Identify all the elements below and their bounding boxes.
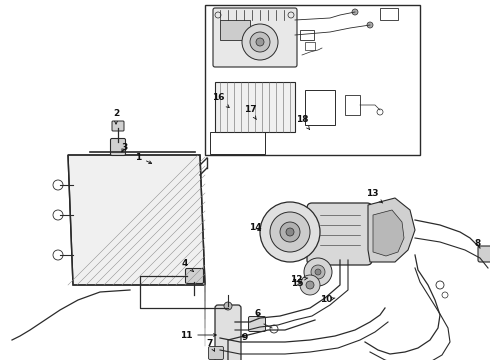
Text: 6: 6: [255, 310, 261, 319]
Text: 17: 17: [244, 105, 256, 120]
Text: 8: 8: [475, 238, 481, 248]
Text: 12: 12: [290, 275, 308, 284]
FancyBboxPatch shape: [215, 305, 241, 360]
Bar: [305, 90, 335, 125]
Circle shape: [304, 258, 332, 286]
Text: 5: 5: [0, 359, 1, 360]
FancyBboxPatch shape: [478, 246, 490, 262]
FancyBboxPatch shape: [111, 139, 125, 156]
FancyBboxPatch shape: [186, 269, 203, 284]
Bar: [345, 95, 360, 115]
Bar: [305, 42, 315, 50]
Circle shape: [242, 24, 278, 60]
Text: 1: 1: [135, 153, 151, 163]
FancyBboxPatch shape: [248, 316, 266, 332]
Text: 3: 3: [121, 144, 127, 153]
Circle shape: [367, 22, 373, 28]
Text: 18: 18: [296, 116, 310, 130]
Polygon shape: [368, 198, 415, 262]
Text: 13: 13: [366, 189, 383, 203]
Bar: [215, 82, 295, 132]
Bar: [210, 132, 265, 154]
Circle shape: [260, 202, 320, 262]
Circle shape: [286, 228, 294, 236]
Circle shape: [270, 212, 310, 252]
FancyBboxPatch shape: [213, 8, 297, 67]
Circle shape: [315, 269, 321, 275]
Circle shape: [256, 38, 264, 46]
Polygon shape: [373, 210, 404, 256]
Bar: [220, 20, 250, 40]
Text: 4: 4: [182, 260, 194, 271]
Circle shape: [250, 32, 270, 52]
Text: 11: 11: [180, 330, 216, 339]
Bar: [380, 8, 398, 20]
Text: 16: 16: [212, 94, 229, 108]
Circle shape: [352, 9, 358, 15]
Circle shape: [280, 222, 300, 242]
FancyBboxPatch shape: [307, 203, 372, 265]
Bar: [300, 30, 314, 40]
Polygon shape: [68, 155, 205, 285]
Text: 7: 7: [207, 338, 215, 351]
Text: 2: 2: [113, 108, 119, 124]
Circle shape: [300, 275, 320, 295]
FancyBboxPatch shape: [112, 121, 124, 131]
Text: 10: 10: [320, 296, 335, 305]
Circle shape: [306, 281, 314, 289]
Text: 15: 15: [291, 279, 303, 288]
Circle shape: [224, 302, 232, 310]
Text: 9: 9: [242, 333, 248, 342]
FancyBboxPatch shape: [209, 346, 223, 360]
Circle shape: [311, 265, 325, 279]
Text: 14: 14: [249, 224, 261, 233]
Bar: [205, 5, 420, 155]
